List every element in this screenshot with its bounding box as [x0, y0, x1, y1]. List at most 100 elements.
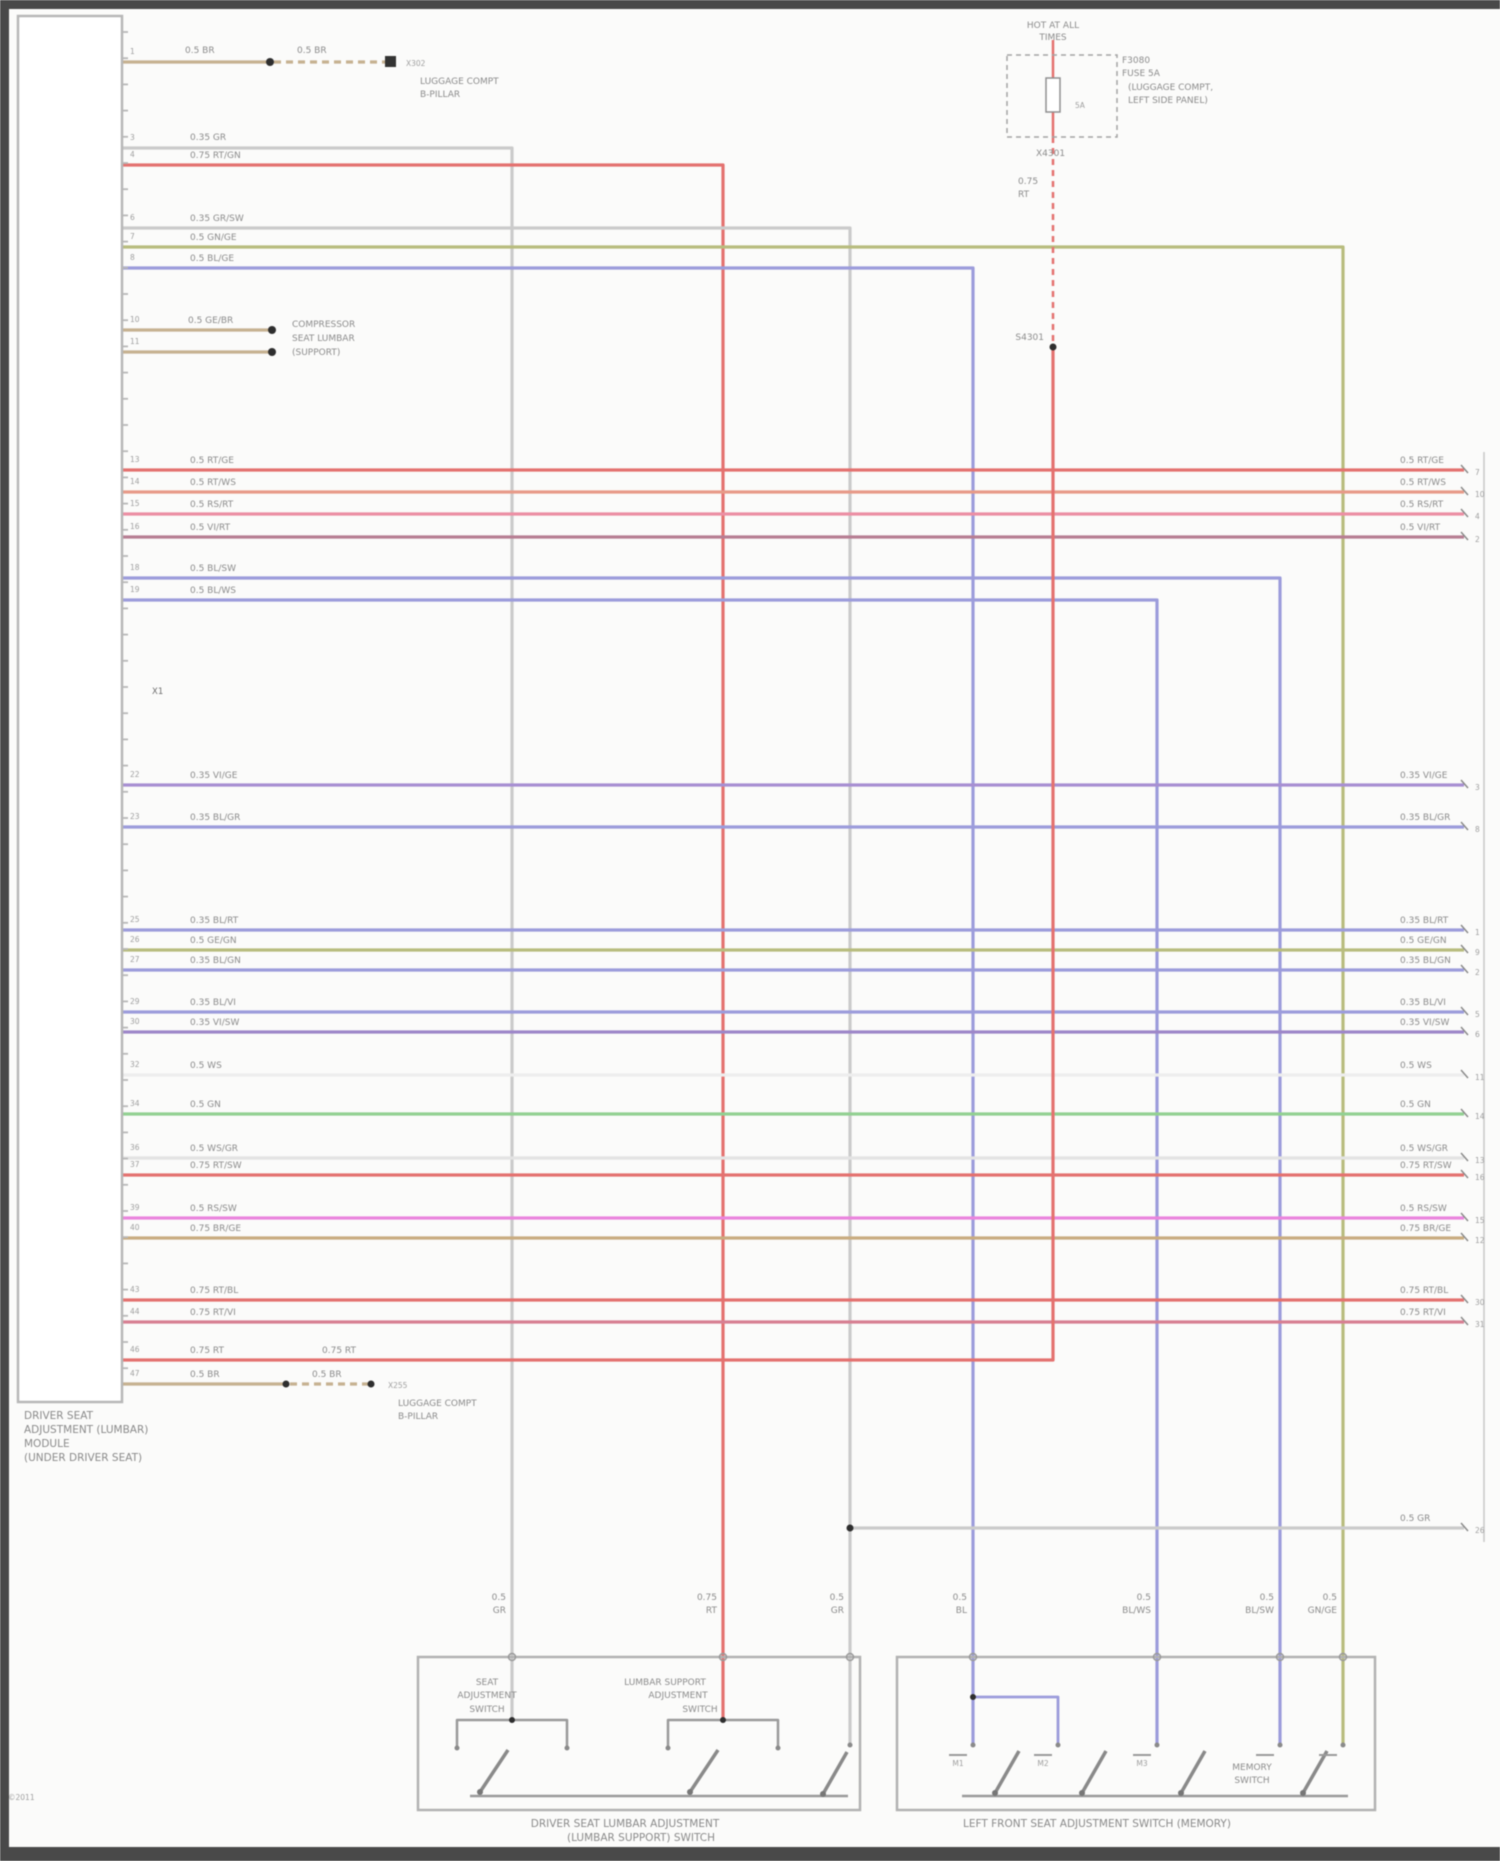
diagram-label: 40	[130, 1223, 140, 1232]
switch-pivot	[820, 1791, 826, 1797]
diagram-label: MEMORY	[1232, 1763, 1272, 1773]
diagram-label: S4301	[1015, 333, 1044, 343]
connector-end-tick	[1460, 508, 1469, 518]
diagram-label: 47	[130, 1369, 140, 1378]
diagram-label: 14	[130, 477, 140, 486]
diagram-label: 0.35 BL/VI	[190, 998, 236, 1008]
wire-lever-4	[993, 1750, 1021, 1794]
diagram-label: X255	[388, 1381, 408, 1390]
diagram-label: 18	[130, 563, 140, 572]
diagram-label: 30	[130, 1017, 140, 1026]
diagram-label: 6	[1475, 1030, 1480, 1039]
wire-lever-6	[1179, 1750, 1207, 1794]
diagram-label: 0.75 RT/GN	[190, 151, 241, 161]
diagram-label: 0.5 BR	[185, 46, 215, 56]
inline-connector-square	[385, 56, 396, 67]
contact-dot	[1277, 1742, 1283, 1748]
diagram-label: 16	[130, 522, 140, 531]
junction-dot	[509, 1717, 515, 1723]
diagram-label: 43	[130, 1285, 140, 1294]
diagram-label: 0.5 BR	[297, 46, 327, 56]
diagram-label: 0.5 RS/RT	[190, 500, 234, 510]
diagram-label: 0.5	[1260, 1593, 1274, 1603]
contact-dot	[1154, 1742, 1160, 1748]
diagram-label: SWITCH	[682, 1705, 717, 1715]
wire-lever-5	[1080, 1750, 1108, 1794]
diagram-label: 0.5 GN/GE	[190, 233, 237, 243]
wire-blue-2	[122, 576, 1282, 1745]
diagram-label: 0.5 BR	[312, 1370, 342, 1380]
diagram-label: 13	[1475, 1156, 1485, 1165]
diagram-label: 15	[1475, 1216, 1485, 1225]
wire-blue-jog	[973, 1695, 1060, 1745]
switch-pivot	[992, 1790, 998, 1796]
wire-lever-3	[821, 1751, 849, 1795]
diagram-label: FUSE 5A	[1122, 69, 1161, 79]
diagram-label: 22	[130, 770, 140, 779]
box-entry-ring	[1338, 1652, 1348, 1662]
diagram-label: 0.5 RT/GE	[190, 456, 234, 466]
diagram-label: 11	[1475, 1073, 1485, 1082]
diagram-label: 15	[130, 499, 140, 508]
diagram-label: 11	[130, 337, 140, 346]
diagram-label: 1	[130, 47, 135, 56]
connector-end-tick	[1460, 1026, 1469, 1036]
diagram-label: 0.35 BL/RT	[1400, 916, 1449, 926]
diagram-label: 4	[130, 150, 135, 159]
diagram-label: ADJUSTMENT	[648, 1691, 708, 1701]
diagram-label: 0.75 RT/BL	[190, 1286, 238, 1296]
diagram-label: 0.35 GR/SW	[190, 214, 244, 224]
diagram-label: LUGGAGE COMPT	[398, 1399, 477, 1409]
diagram-label: 0.35 VI/GE	[190, 771, 238, 781]
left-switch-box	[416, 1655, 862, 1812]
diagram-label: 46	[130, 1345, 140, 1354]
diagram-label: 0.35 BL/VI	[1400, 998, 1446, 1008]
connector-end-tick	[1460, 964, 1469, 974]
diagram-label: B-PILLAR	[420, 90, 460, 100]
diagram-label: M2	[1037, 1759, 1048, 1768]
diagram-label: 36	[130, 1143, 140, 1152]
contact-dot	[1340, 1742, 1346, 1748]
connector-end-tick	[1460, 1294, 1469, 1304]
diagram-label: 7	[130, 232, 135, 241]
connector-end-tick	[1460, 486, 1469, 496]
diagram-label: 0.5 RT/WS	[190, 478, 236, 488]
fuse-element	[1045, 77, 1061, 113]
junction-dot	[367, 1380, 375, 1388]
contact-dot	[454, 1745, 460, 1751]
junction-dot	[282, 1380, 290, 1388]
diagram-label: (LUMBAR SUPPORT) SWITCH	[567, 1832, 715, 1844]
diagram-label: 6	[130, 213, 135, 222]
diagram-label: 0.5 BL/SW	[190, 564, 236, 574]
diagram-label: 26	[130, 935, 140, 944]
diagram-label: LEFT FRONT SEAT ADJUSTMENT SWITCH (MEMOR…	[963, 1818, 1231, 1830]
diagram-label: 0.5 RS/SW	[190, 1204, 237, 1214]
diagram-label: 0.5 GE/BR	[188, 316, 233, 326]
connector-end-tick	[1460, 1232, 1469, 1242]
junction-dot	[1049, 343, 1057, 351]
diagram-label: 0.5 RT/GE	[1400, 456, 1444, 466]
diagram-label: 2	[1475, 535, 1480, 544]
wire-blue-1	[122, 266, 975, 1745]
diagram-label: 27	[130, 955, 140, 964]
diagram-label: 13	[130, 455, 140, 464]
wire-olive-1	[122, 245, 1345, 1745]
box-entry-ring	[718, 1652, 728, 1662]
diagram-label: 23	[130, 812, 140, 821]
diagram-label: SWITCH	[469, 1705, 504, 1715]
wire-lever-7	[1301, 1750, 1329, 1794]
connector-end-tick	[1460, 821, 1469, 831]
diagram-label: 19	[130, 585, 140, 594]
diagram-label: ©2011	[8, 1793, 35, 1802]
diagram-label: RT	[1018, 190, 1030, 200]
box-entry-ring	[507, 1652, 517, 1662]
diagram-label: M1	[952, 1759, 963, 1768]
diagram-label: SEAT	[476, 1678, 499, 1688]
diagram-label: LEFT SIDE PANEL)	[1128, 96, 1208, 106]
diagram-label: M3	[1136, 1759, 1147, 1768]
fuse-box	[1006, 54, 1118, 138]
diagram-label: 0.5 RS/RT	[1400, 500, 1444, 510]
diagram-label: 0.35 BL/GN	[190, 956, 241, 966]
diagram-label: RT	[706, 1606, 718, 1616]
switch-pivot	[477, 1789, 483, 1795]
